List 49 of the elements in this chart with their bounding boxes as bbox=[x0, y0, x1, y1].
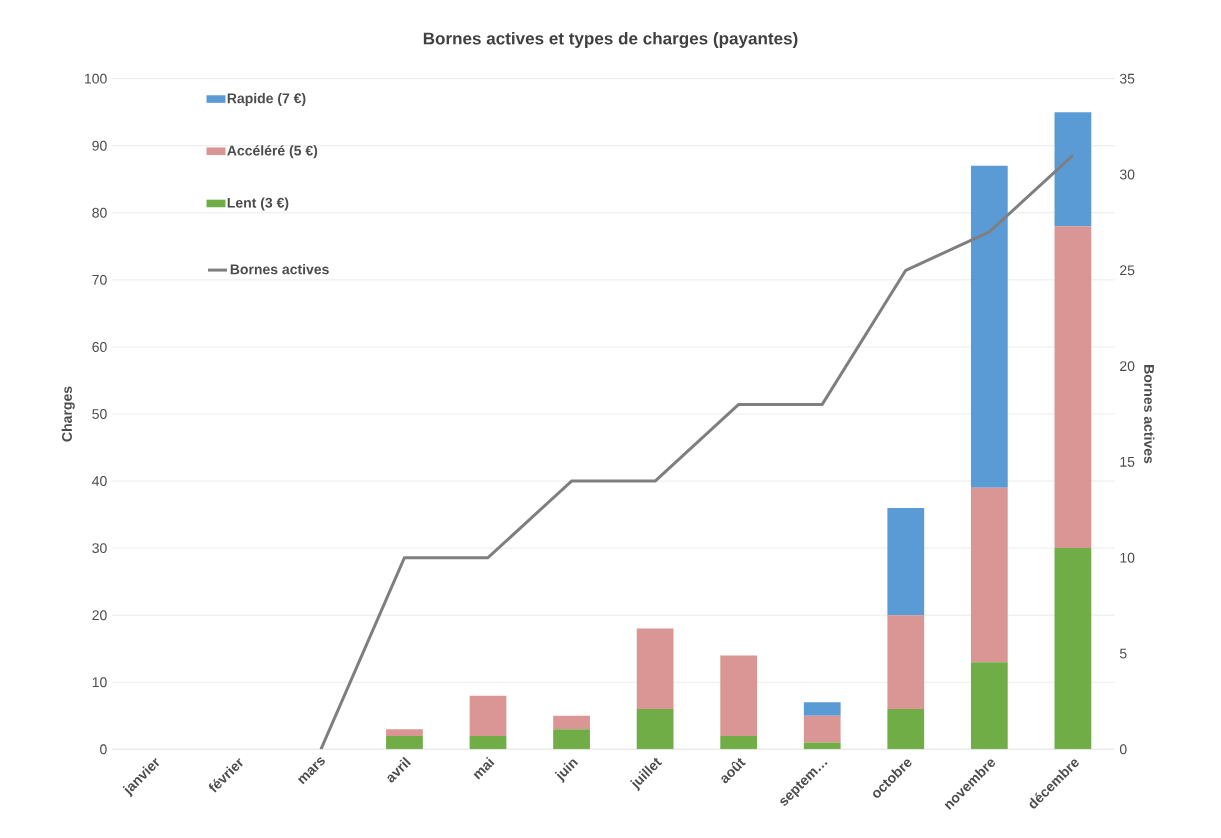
bar bbox=[803, 715, 841, 743]
bar bbox=[887, 615, 925, 710]
legend-label: Bornes actives bbox=[230, 264, 329, 275]
y-tick-label: 90 bbox=[92, 140, 107, 151]
bar bbox=[469, 735, 507, 750]
y2-tick-label: 0 bbox=[1119, 744, 1127, 755]
y2-tick-label: 35 bbox=[1119, 73, 1135, 84]
bar bbox=[970, 662, 1008, 750]
legend-label: Rapide (7 €) bbox=[227, 92, 306, 107]
y-tick-label: 40 bbox=[92, 476, 107, 487]
bar bbox=[469, 695, 507, 736]
bar bbox=[887, 709, 925, 750]
y-tick-label: 60 bbox=[92, 341, 107, 352]
bar bbox=[1054, 112, 1092, 227]
y-tick-label: 80 bbox=[92, 207, 107, 218]
y2-tick-label: 30 bbox=[1119, 169, 1135, 180]
y-tick-label: 50 bbox=[92, 409, 107, 419]
bar bbox=[720, 735, 758, 750]
chart-title: Bornes actives et types de charges (payantes) bbox=[423, 32, 798, 48]
y2-tick-label: 20 bbox=[1120, 361, 1135, 372]
legend-label: Accéléré (5 €) bbox=[227, 145, 318, 159]
y2-tick-label: 25 bbox=[1120, 265, 1135, 276]
bar bbox=[636, 628, 674, 710]
legend-label: Lent (3 €) bbox=[227, 197, 289, 211]
y-tick-label: 10 bbox=[92, 677, 107, 688]
bar bbox=[720, 655, 758, 736]
y-tick-label: 100 bbox=[85, 73, 107, 84]
y2-tick-label: 10 bbox=[1120, 552, 1135, 563]
bar bbox=[386, 735, 423, 750]
bar bbox=[386, 729, 423, 736]
x-tick-label: mai bbox=[473, 756, 495, 780]
bar bbox=[1054, 226, 1092, 549]
bar bbox=[553, 715, 590, 730]
bar bbox=[636, 709, 674, 750]
bar bbox=[803, 702, 841, 716]
y-tick-label: 0 bbox=[100, 744, 107, 755]
y2-tick-label: 5 bbox=[1119, 648, 1127, 659]
bar bbox=[1054, 548, 1092, 750]
bar bbox=[970, 487, 1008, 663]
bar bbox=[803, 742, 841, 750]
y-axis-title: Charges bbox=[61, 386, 75, 442]
bar bbox=[887, 507, 925, 616]
y2-tick-label: 15 bbox=[1120, 457, 1135, 467]
y-tick-label: 20 bbox=[92, 610, 107, 621]
y-tick-label: 70 bbox=[92, 274, 107, 285]
bar bbox=[553, 729, 590, 750]
y2-axis-title: Bornes actives bbox=[1144, 365, 1155, 464]
bar bbox=[970, 165, 1008, 488]
y-tick-label: 30 bbox=[92, 543, 107, 554]
